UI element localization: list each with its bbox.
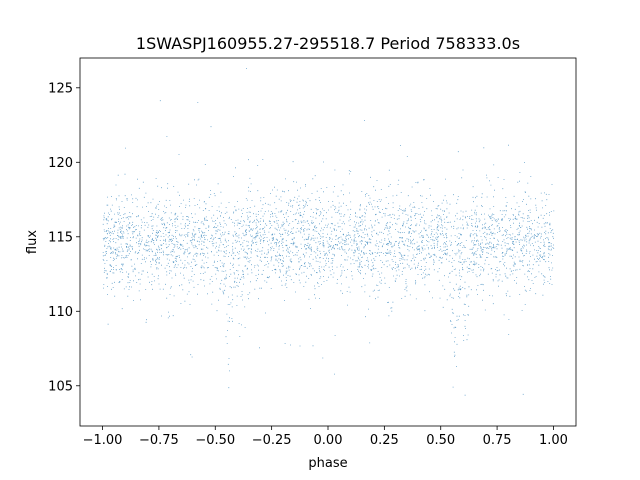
x-axis: −1.00 −0.75 −0.50 −0.25 0.00 0.25 0.50 0.75 1.00 xyxy=(83,426,568,448)
x-axis-label: phase xyxy=(308,456,347,471)
chart-title: 1SWASPJ160955.27-295518.7 Period 758333.… xyxy=(136,34,520,53)
x-tick-label: −0.25 xyxy=(252,433,292,448)
y-tick-label: 120 xyxy=(48,156,73,171)
x-tick-label: 0.25 xyxy=(370,433,399,448)
x-tick-label: −1.00 xyxy=(83,433,123,448)
y-tick-label: 125 xyxy=(48,81,73,96)
data-points xyxy=(102,68,555,396)
x-tick-label: 1.00 xyxy=(539,433,568,448)
scatter-point xyxy=(102,68,555,396)
y-axis-label: flux xyxy=(25,230,40,254)
y-tick-label: 110 xyxy=(48,305,73,320)
x-tick-label: 0.75 xyxy=(483,433,512,448)
x-tick-label: −0.75 xyxy=(139,433,179,448)
x-tick-label: 0.00 xyxy=(314,433,343,448)
x-tick-label: 0.50 xyxy=(426,433,455,448)
y-axis: 105 110 115 120 125 xyxy=(48,81,80,394)
x-tick-label: −0.50 xyxy=(195,433,235,448)
y-tick-label: 115 xyxy=(48,230,73,245)
y-tick-label: 105 xyxy=(48,379,73,394)
